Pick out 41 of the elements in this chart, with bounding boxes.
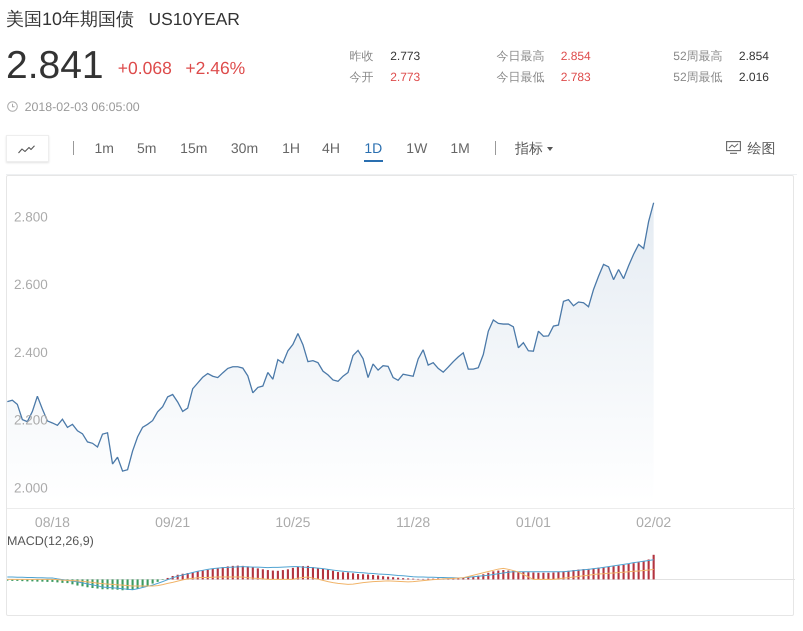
x-tick-label: 02/02	[636, 514, 672, 530]
text: 52周最高	[673, 48, 723, 63]
text: 美国10年期国债	[6, 9, 134, 30]
text: 今日最低	[496, 70, 545, 84]
text: 1M	[450, 140, 470, 156]
text: 2.773	[390, 48, 420, 63]
text: 2.854	[560, 48, 591, 63]
text: 2.841	[6, 44, 104, 87]
text: 1W	[406, 140, 428, 156]
text: 1D	[364, 140, 382, 156]
text: 30m	[230, 140, 258, 156]
text: 2.773	[390, 70, 420, 84]
text: 2018-02-03 06:05:00	[24, 100, 140, 114]
text: US10YEAR	[148, 8, 240, 29]
text: 52周最低	[673, 70, 723, 84]
text: 2.783	[560, 70, 591, 84]
x-tick-label: 01/01	[516, 514, 552, 530]
text: 指标	[515, 140, 544, 156]
x-tick-label: 08/18	[34, 514, 70, 530]
text: 1H	[282, 140, 300, 156]
y-tick-label: 2.400	[14, 344, 48, 360]
text: 2.854	[738, 48, 769, 63]
x-tick-label: 10/25	[275, 514, 311, 530]
text: 昨收	[350, 48, 374, 63]
y-tick-label: 2.600	[14, 277, 48, 292]
text: 今开	[350, 70, 374, 84]
text: +2.46%	[185, 58, 246, 78]
x-tick-label: 11/28	[396, 514, 430, 530]
x-tick-label: 09/21	[155, 514, 190, 530]
text: 2.016	[738, 70, 769, 84]
y-tick-label: 2.200	[14, 412, 48, 428]
text: 绘图	[748, 140, 776, 156]
text: 4H	[322, 140, 340, 156]
y-tick-label: 2.800	[14, 209, 48, 224]
text: +0.068	[118, 58, 172, 78]
chart-title: MACD(12,26,9)	[7, 534, 94, 548]
y-tick-label: 2.000	[14, 480, 48, 496]
text: 15m	[180, 140, 208, 156]
text: 1m	[94, 140, 114, 156]
text: 5m	[136, 140, 156, 156]
text: 今日最高	[496, 48, 545, 63]
